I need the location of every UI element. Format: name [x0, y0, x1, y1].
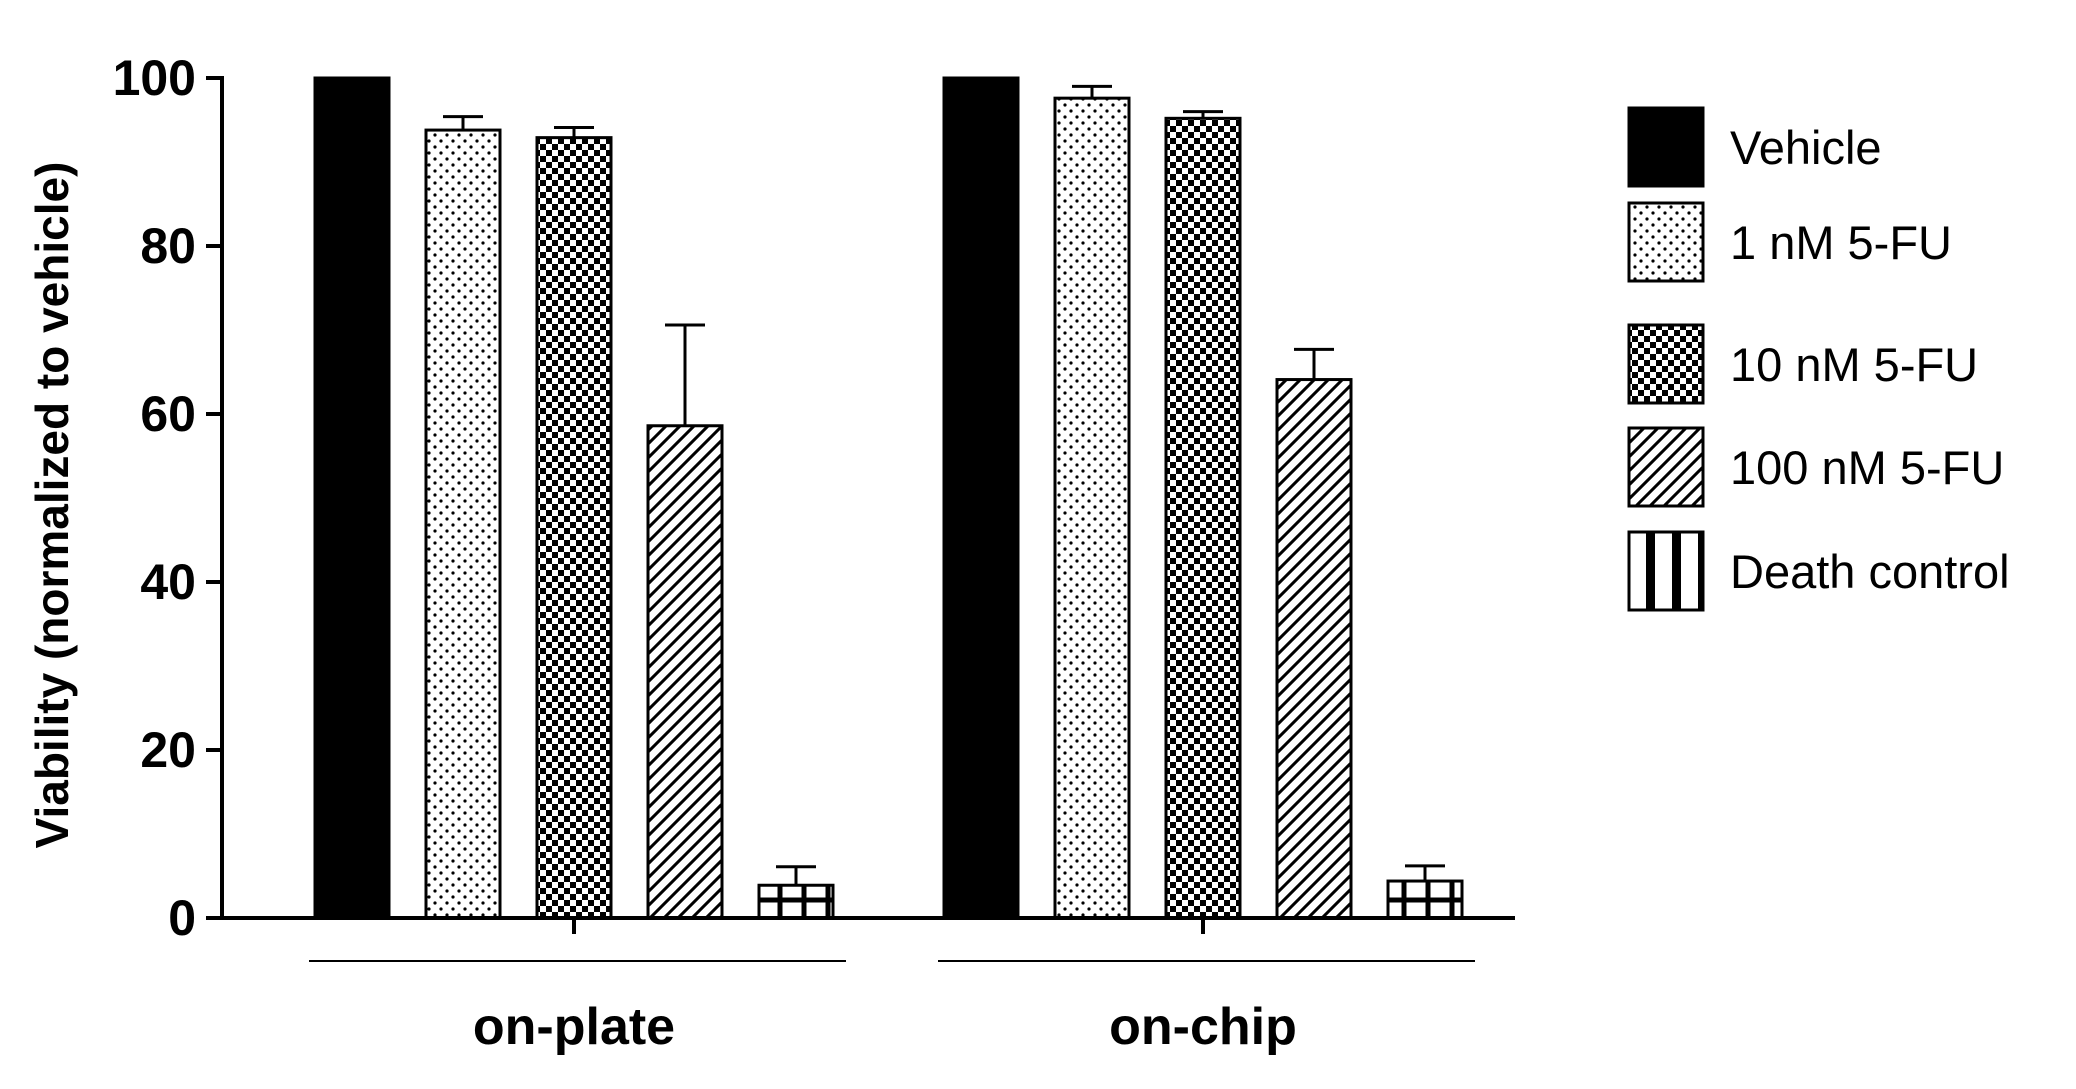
bar: [1053, 96, 1131, 920]
bar: [1164, 116, 1242, 920]
y-tick-label: 40: [140, 554, 196, 610]
bar: [942, 76, 1020, 920]
legend-label: 1 nM 5-FU: [1730, 216, 1952, 269]
legend-swatch: [1627, 530, 1705, 612]
bars: [313, 76, 1464, 920]
y-axis-title: Viability (normalized to vehicle): [26, 162, 78, 849]
y-tick-label: 0: [168, 890, 196, 946]
legend-label: Vehicle: [1730, 121, 1882, 174]
legend-swatch: [1627, 201, 1705, 283]
y-tick-label: 60: [140, 386, 196, 442]
legend-swatch: [1627, 106, 1705, 188]
legend-swatch: [1627, 426, 1705, 508]
bar: [313, 76, 391, 920]
bar: [424, 128, 502, 920]
y-tick-label: 20: [140, 722, 196, 778]
legend: Vehicle 1 nM 5-FU 10 nM 5-FU 100 nM 5-FU Dea…: [1627, 106, 2010, 612]
bar: [535, 136, 613, 920]
y-tick-label: 80: [140, 218, 196, 274]
legend-label: Death control: [1730, 545, 2010, 598]
bar: [757, 883, 835, 920]
legend-label: 100 nM 5-FU: [1730, 441, 2004, 494]
y-axis: 0 20 40 60 80 100: [113, 50, 224, 946]
category-label: on-chip: [1109, 998, 1297, 1056]
y-tick-label: 100: [113, 50, 196, 106]
legend-label: 10 nM 5-FU: [1730, 338, 1978, 391]
legend-swatch: [1627, 323, 1705, 405]
bar: [1275, 378, 1353, 920]
bar: [1386, 879, 1464, 920]
bar: [646, 424, 724, 920]
category-label: on-plate: [473, 998, 675, 1056]
x-axis: on-plate on-chip: [222, 916, 1515, 1056]
